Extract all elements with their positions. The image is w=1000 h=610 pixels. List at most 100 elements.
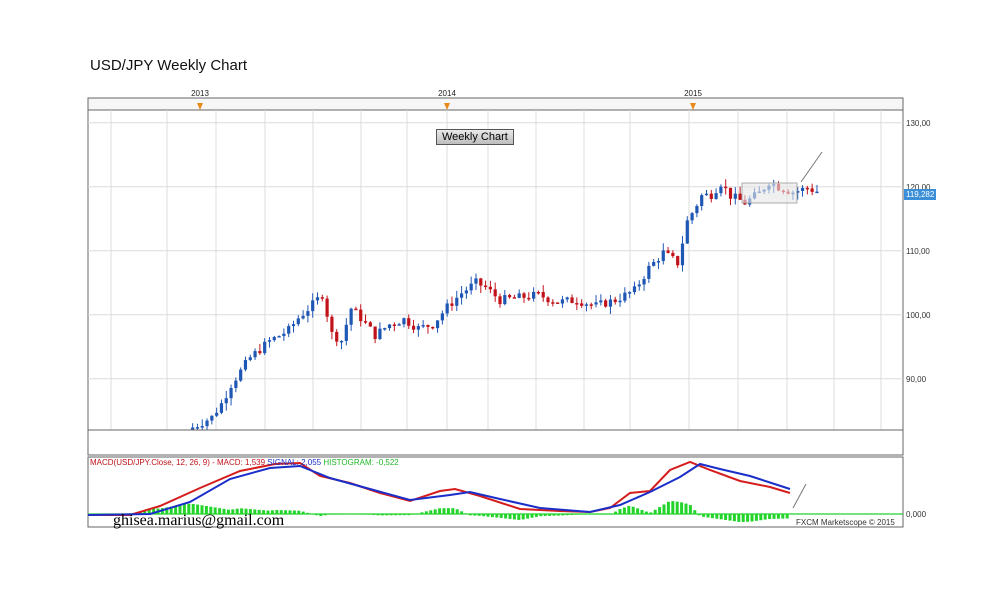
year-marker-icon: [197, 103, 203, 110]
histogram-bar: [319, 514, 323, 517]
histogram-bar: [460, 511, 464, 514]
candle-body: [397, 324, 401, 326]
candle-body: [815, 191, 819, 194]
histogram-bar: [248, 509, 252, 514]
candle-body: [191, 427, 195, 432]
histogram-bar: [728, 514, 732, 521]
candle-body: [613, 299, 617, 303]
candle-body: [195, 427, 200, 429]
candle-body: [608, 299, 613, 307]
histogram-bar: [424, 511, 428, 514]
histogram-bar: [244, 508, 248, 514]
macd-legend-title: MACD(USD/JPY.Close, 12, 26, 9) -: [90, 458, 215, 467]
histogram-bar: [680, 502, 684, 514]
macd-trend-line: [792, 483, 807, 509]
candle-body: [628, 292, 632, 294]
histogram-bar: [380, 514, 384, 516]
candle-body: [210, 415, 214, 421]
histogram-bar: [416, 513, 420, 514]
candle-body: [464, 290, 468, 294]
candle-body: [335, 331, 339, 342]
provider-credit: FXCM Marketscope © 2015: [796, 518, 895, 527]
candle-body: [580, 303, 584, 306]
candle-body: [666, 250, 670, 253]
histogram-bar: [152, 508, 156, 514]
candle-body: [685, 220, 689, 244]
histogram-bar: [688, 505, 692, 514]
current-price-tag: 119,282: [904, 189, 937, 200]
histogram-bar: [746, 514, 750, 522]
histogram-bar: [490, 514, 494, 518]
candle-body: [507, 295, 512, 298]
signal-line: [87, 462, 791, 516]
histogram-bar: [262, 510, 266, 514]
candle-body: [704, 193, 709, 196]
histogram-bar: [706, 514, 710, 518]
y-tick-label: 100,00: [906, 311, 931, 320]
histogram-bar: [169, 506, 173, 514]
histogram-bar: [358, 514, 362, 515]
histogram-bar: [394, 514, 398, 516]
histogram-bar: [521, 514, 525, 520]
histogram-bar: [345, 513, 349, 515]
histogram-bar: [772, 514, 776, 519]
candle-body: [594, 302, 598, 305]
x-axis-strip: [87, 429, 904, 456]
histogram-bar: [372, 514, 376, 515]
histogram-bar: [306, 512, 310, 514]
candle-body: [407, 318, 411, 326]
histogram-bar: [218, 508, 222, 514]
candle-body: [253, 351, 257, 358]
candle-body: [373, 326, 377, 340]
histogram-bar: [143, 510, 147, 514]
histogram-bar: [627, 505, 631, 514]
candle-body: [719, 186, 723, 194]
macd-legend-macd: MACD: 1,539: [217, 458, 266, 467]
candle-body: [728, 187, 733, 199]
candle-body: [575, 303, 579, 305]
histogram-bar: [226, 509, 230, 514]
histogram-bar: [385, 514, 389, 516]
candle-body: [618, 300, 622, 303]
candle-body: [359, 309, 363, 322]
candle-body: [426, 325, 430, 327]
histogram-bar: [737, 514, 741, 522]
candle-body: [532, 291, 536, 299]
candle-body: [652, 261, 656, 266]
histogram-bar: [301, 511, 305, 514]
candle-body: [320, 297, 324, 299]
histogram-bar: [662, 504, 666, 514]
candle-body: [445, 303, 449, 314]
histogram-bar: [644, 511, 648, 514]
histogram-bar: [231, 509, 235, 514]
histogram-bar: [556, 514, 560, 516]
candle-body: [339, 340, 344, 343]
histogram-bar: [785, 514, 789, 519]
histogram-bar: [715, 514, 719, 519]
candle-body: [416, 326, 420, 330]
histogram-bar: [768, 514, 772, 520]
histogram-bar: [314, 514, 318, 516]
histogram-bar: [622, 507, 626, 514]
histogram-bar: [724, 514, 728, 520]
histogram-bar: [336, 513, 340, 515]
year-label: 2015: [684, 89, 702, 98]
candle-body: [363, 321, 368, 323]
weekly-chart-button[interactable]: Weekly Chart: [436, 129, 514, 145]
candle-body: [733, 193, 737, 199]
histogram-bar: [609, 514, 613, 515]
histogram-bar: [222, 508, 226, 514]
histogram-bar: [517, 514, 521, 520]
candle-body: [796, 190, 800, 193]
histogram-bar: [486, 514, 490, 517]
candle-body: [296, 318, 300, 325]
histogram-bar: [204, 505, 208, 514]
candle-body: [258, 351, 262, 354]
histogram-bar: [658, 507, 662, 514]
candle-body: [344, 324, 348, 341]
y-tick-label: 110,00: [906, 247, 930, 256]
histogram-bar: [539, 514, 543, 517]
candle-body: [469, 283, 473, 291]
candle-body: [714, 193, 718, 199]
